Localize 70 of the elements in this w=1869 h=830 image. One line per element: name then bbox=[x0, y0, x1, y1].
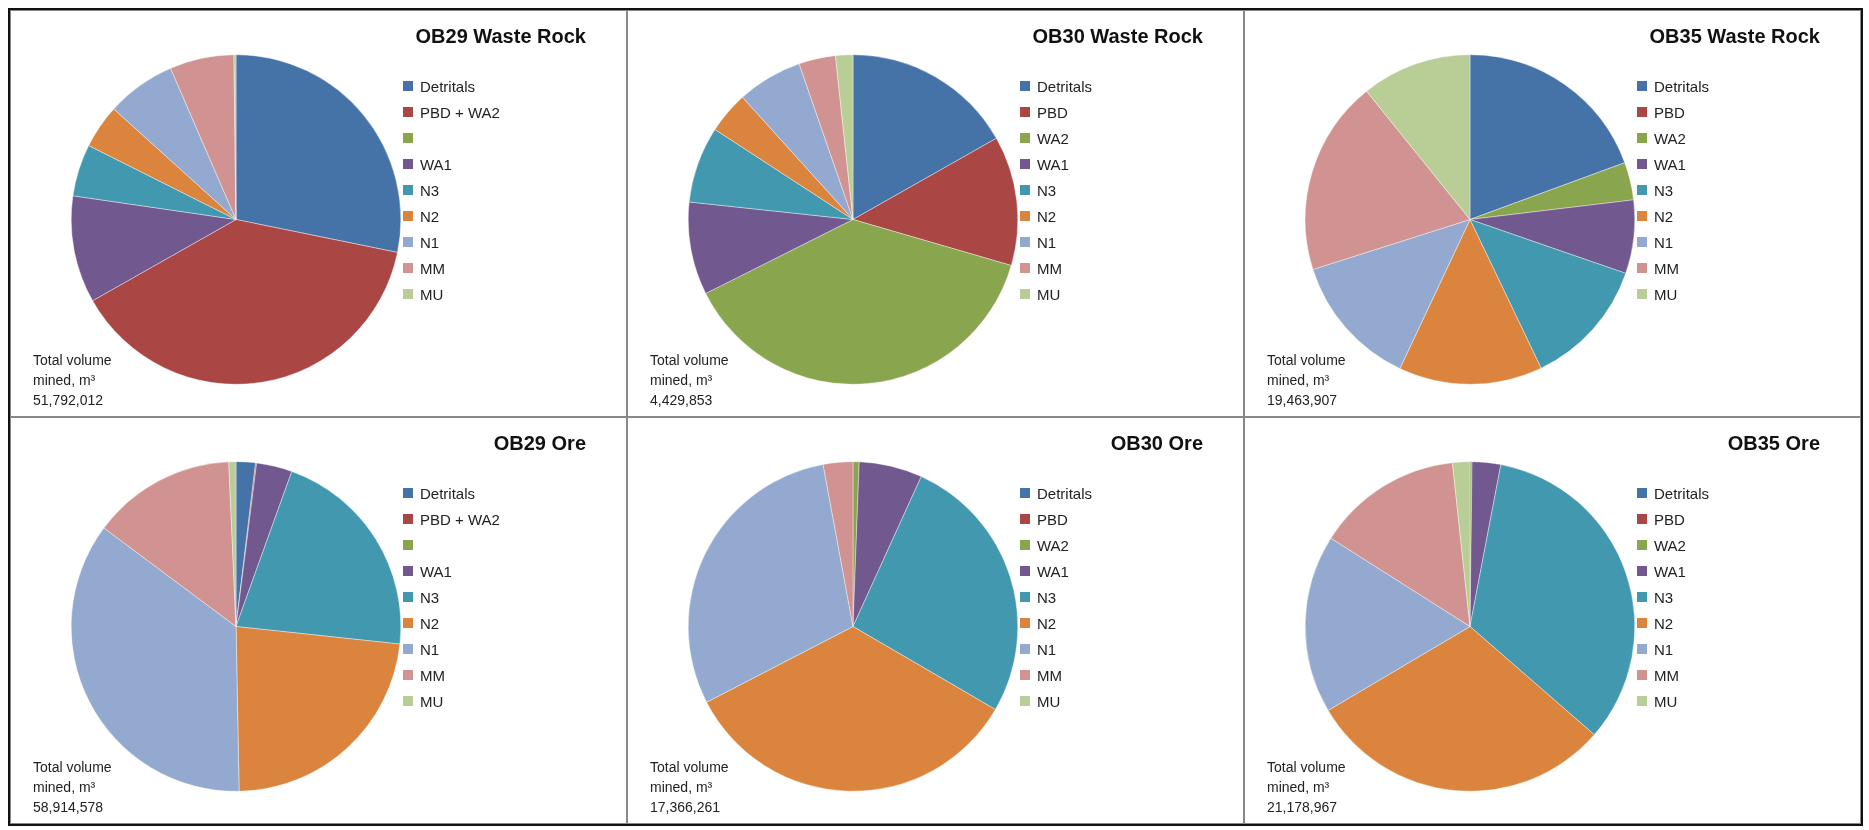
text: OB29 Ore bbox=[493, 432, 586, 455]
legend-label: WA1 bbox=[1654, 562, 1686, 580]
legend-label: MU bbox=[420, 692, 444, 710]
legend-label: N1 bbox=[420, 233, 440, 251]
legend-label: N1 bbox=[1037, 233, 1057, 251]
legend-label: WA1 bbox=[1654, 155, 1686, 173]
text: Total volume mined, m³ bbox=[650, 351, 730, 390]
legend-label: MU bbox=[1037, 285, 1061, 303]
legend-label: N2 bbox=[1654, 614, 1674, 632]
legend-label: WA1 bbox=[420, 562, 452, 580]
legend-label: MM bbox=[1654, 666, 1679, 684]
legend-label: N2 bbox=[420, 614, 440, 632]
text: 19,463,907 bbox=[1267, 391, 1339, 410]
legend-label: PBD bbox=[1037, 510, 1068, 528]
text: Total volume mined, m³ bbox=[1267, 351, 1347, 390]
legend-label: N3 bbox=[420, 181, 440, 199]
text: Total volume mined, m³ bbox=[1267, 758, 1347, 797]
legend-label: Detritals bbox=[1037, 77, 1093, 95]
text: 51,792,012 bbox=[33, 391, 105, 410]
legend-label: N3 bbox=[1654, 181, 1674, 199]
legend-label: PBD bbox=[1654, 103, 1685, 121]
legend-label: WA2 bbox=[1037, 129, 1069, 147]
legend-label: WA2 bbox=[1654, 129, 1686, 147]
text: 21,178,967 bbox=[1267, 798, 1339, 817]
legend-label: Detritals bbox=[420, 77, 476, 95]
legend-label: WA2 bbox=[1654, 536, 1686, 554]
chart-title: OB35 Waste Rock bbox=[1649, 25, 1820, 48]
legend-label: N1 bbox=[420, 640, 440, 658]
legend-label: N3 bbox=[1037, 181, 1057, 199]
legend-label: PBD + WA2 bbox=[420, 103, 500, 121]
legend-label: MM bbox=[420, 259, 445, 277]
text: 58,914,578 bbox=[33, 798, 105, 817]
legend-label: N3 bbox=[1654, 588, 1674, 606]
text: 17,366,261 bbox=[650, 798, 722, 817]
text: Total volume mined, m³ bbox=[33, 758, 113, 797]
legend-label: N2 bbox=[1037, 614, 1057, 632]
legend-label: N2 bbox=[1037, 207, 1057, 225]
legend-label: N1 bbox=[1654, 640, 1674, 658]
legend-label: MU bbox=[1037, 692, 1061, 710]
text: OB30 Ore bbox=[1110, 432, 1203, 455]
legend-label: Detritals bbox=[1654, 484, 1710, 502]
legend-label: Detritals bbox=[1654, 77, 1710, 95]
legend-label: WA1 bbox=[1037, 155, 1069, 173]
legend-label: N2 bbox=[420, 207, 440, 225]
legend-label: Detritals bbox=[1037, 484, 1093, 502]
legend-label: MM bbox=[420, 666, 445, 684]
chart-title: OB29 Waste Rock bbox=[415, 25, 586, 48]
legend-label: N2 bbox=[1654, 207, 1674, 225]
text: 4,429,853 bbox=[650, 391, 714, 410]
text: Total volume mined, m³ bbox=[33, 351, 113, 390]
legend-label: N3 bbox=[420, 588, 440, 606]
legend-label: PBD bbox=[1037, 103, 1068, 121]
legend-label: WA1 bbox=[420, 155, 452, 173]
legend-label: PBD + WA2 bbox=[420, 510, 500, 528]
legend-label: MU bbox=[420, 285, 444, 303]
legend-label: MM bbox=[1037, 259, 1062, 277]
legend-label: N1 bbox=[1037, 640, 1057, 658]
legend-label: Detritals bbox=[420, 484, 476, 502]
legend-label: MU bbox=[1654, 285, 1678, 303]
legend-label: MM bbox=[1654, 259, 1679, 277]
legend-label: MU bbox=[1654, 692, 1678, 710]
legend-label: WA1 bbox=[1037, 562, 1069, 580]
legend-label: N1 bbox=[1654, 233, 1674, 251]
legend-label: MM bbox=[1037, 666, 1062, 684]
legend-label: N3 bbox=[1037, 588, 1057, 606]
chart-title: OB30 Waste Rock bbox=[1032, 25, 1203, 48]
text: Total volume mined, m³ bbox=[650, 758, 730, 797]
text: OB35 Ore bbox=[1727, 432, 1820, 455]
legend-label: PBD bbox=[1654, 510, 1685, 528]
legend-label: WA2 bbox=[1037, 536, 1069, 554]
